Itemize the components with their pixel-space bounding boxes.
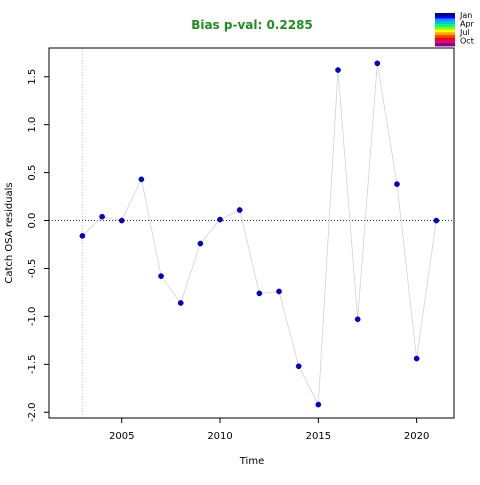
- y-tick-label: 0.5: [27, 165, 38, 181]
- legend-label: Jan: [459, 11, 472, 20]
- legend-color-band: [435, 18, 455, 22]
- legend-color-band: [435, 32, 455, 36]
- data-point: [276, 288, 282, 295]
- x-axis-title: Time: [239, 456, 264, 467]
- plot-frame: [48, 47, 455, 419]
- chart-title: Bias p-val: 0.2285: [191, 18, 313, 32]
- data-point: [315, 401, 322, 408]
- x-tick-label: 2020: [404, 431, 429, 442]
- data-point: [354, 316, 361, 323]
- data-point: [79, 233, 86, 239]
- data-point: [177, 300, 184, 306]
- data-point: [118, 217, 125, 224]
- legend-color-band: [435, 24, 455, 28]
- data-point: [413, 355, 420, 362]
- y-tick-label: -1.5: [27, 355, 38, 375]
- legend-label: Apr: [460, 20, 475, 29]
- legend-label: Jul: [459, 28, 470, 37]
- data-point: [256, 290, 263, 297]
- data-point: [217, 216, 223, 223]
- data-point: [374, 60, 381, 67]
- data-point: [158, 273, 164, 279]
- plot-area: [49, 48, 454, 418]
- legend-color-band: [435, 43, 455, 47]
- data-point: [138, 176, 145, 183]
- legend-color-band: [435, 13, 455, 17]
- legend-label: Oct: [460, 37, 474, 46]
- legend-color-band: [435, 21, 455, 25]
- y-tick-label: -0.5: [27, 259, 38, 279]
- x-axis: 2005 2010 2015 2020: [109, 418, 429, 442]
- legend-color-band: [435, 37, 455, 41]
- data-point: [197, 240, 204, 247]
- legend-color-band: [435, 40, 455, 44]
- data-point: [236, 207, 243, 213]
- legend-color-band: [435, 29, 455, 33]
- data-point: [295, 363, 302, 370]
- data-point: [394, 181, 400, 187]
- y-tick-label: 0.0: [27, 213, 38, 229]
- y-axis-title: Catch OSA residuals: [4, 182, 15, 283]
- y-tick-label: -1.0: [27, 307, 38, 327]
- x-tick-label: 2005: [109, 431, 134, 442]
- y-tick-label: 1.5: [27, 69, 38, 85]
- legend-color-band: [435, 15, 455, 19]
- y-axis: -2.0 -1.5 -1.0 -0.5 0.0 0.5 1.0 1.5: [27, 69, 49, 422]
- series-line: [82, 63, 437, 407]
- x-tick-label: 2015: [306, 431, 331, 442]
- y-tick-label: -2.0: [27, 402, 38, 422]
- x-tick-label: 2010: [207, 431, 232, 442]
- legend-color-band: [435, 26, 455, 30]
- data-point: [433, 217, 440, 224]
- y-tick-label: 1.0: [27, 117, 38, 133]
- legend-color-band: [435, 35, 455, 39]
- data-point: [99, 213, 105, 220]
- data-point: [335, 67, 341, 73]
